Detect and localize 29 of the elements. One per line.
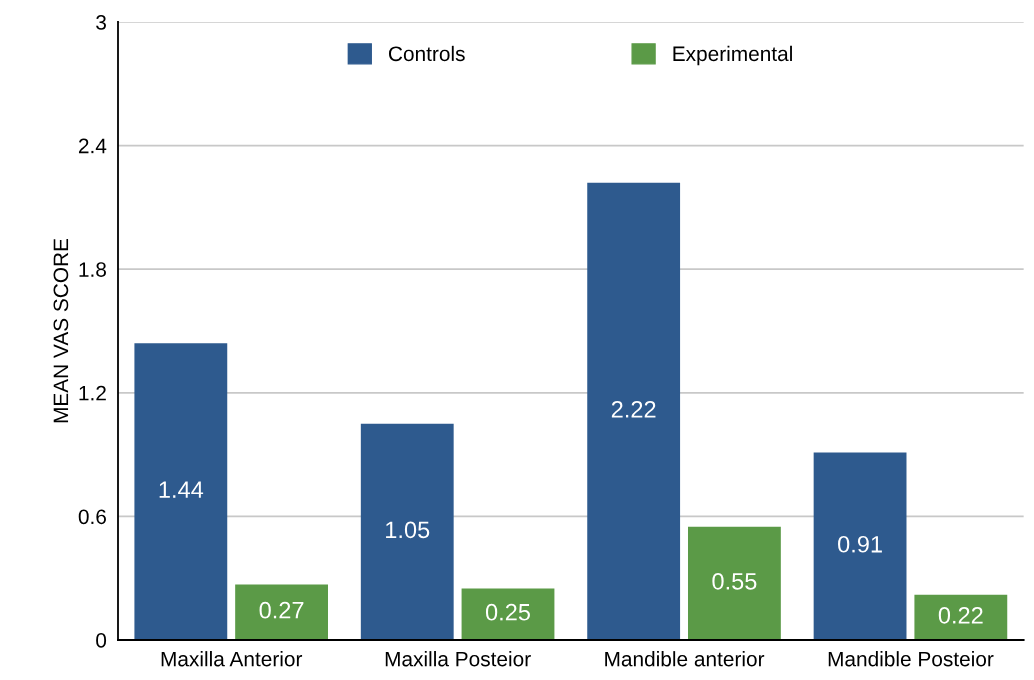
y-tick-label: 0.6 — [78, 509, 106, 525]
data-label: 2.22 — [611, 400, 656, 418]
y-tick-label: 1.8 — [79, 262, 106, 277]
bar — [813, 452, 907, 640]
data-label: 1.44 — [159, 481, 204, 498]
bar — [134, 343, 228, 640]
data-label: 0.27 — [259, 601, 304, 619]
legend-label: Controls — [388, 45, 465, 62]
bar — [360, 423, 454, 640]
y-tick-label: 1.2 — [79, 385, 106, 401]
bar — [587, 182, 681, 640]
y-axis-title: MEAN VAS SCORE — [53, 238, 69, 423]
x-tick-label: Maxilla Anterior — [161, 651, 303, 667]
x-tick-label: Mandible Posteior — [828, 651, 994, 667]
y-tick-label: 3 — [96, 15, 106, 30]
bar — [688, 526, 781, 640]
bar — [461, 588, 555, 640]
y-tick-label: 0 — [96, 633, 107, 648]
bar — [235, 584, 328, 640]
x-tick-label: Mandible anterior — [605, 651, 765, 667]
legend-label: Experimental — [673, 45, 792, 66]
bar — [914, 594, 1008, 640]
data-label: 0.55 — [712, 572, 757, 590]
data-label: 0.25 — [485, 603, 530, 621]
data-label: 0.91 — [838, 535, 882, 553]
data-label: 0.22 — [938, 606, 983, 624]
x-tick-label: Maxilla Posteior — [385, 651, 531, 667]
y-tick-label: 2.4 — [78, 138, 107, 154]
data-label: 1.05 — [386, 521, 430, 539]
